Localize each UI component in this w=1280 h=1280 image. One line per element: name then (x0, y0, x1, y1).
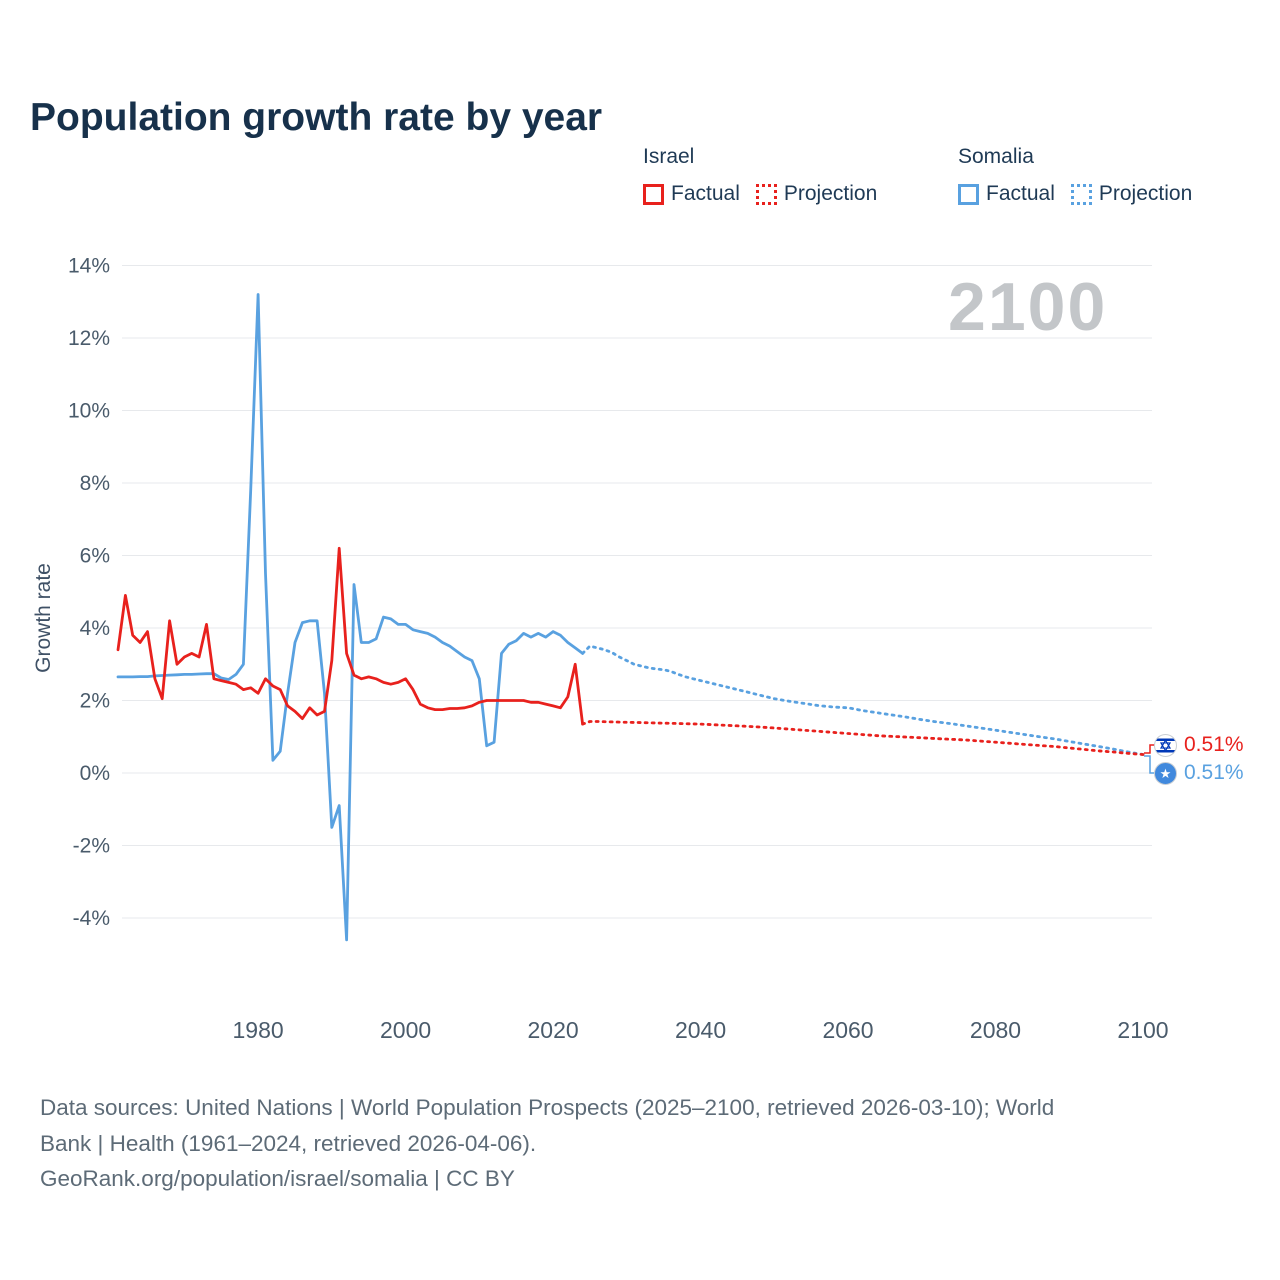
series-somalia-projection (581, 644, 1145, 756)
israel-end-value: 0.51% (1184, 733, 1244, 756)
x-tick-label: 2000 (380, 1017, 431, 1043)
footer-sources-line-2: Bank | Health (1961–2024, retrieved 2026… (40, 1130, 537, 1156)
israel-factual-swatch-icon (643, 183, 664, 205)
y-tick-label: -2% (73, 835, 110, 858)
legend-group-somalia: Somalia Factual Projection (958, 145, 1192, 206)
series-israel-factual (116, 546, 584, 726)
x-tick-label: 1980 (233, 1017, 284, 1043)
legend-country-somalia: Somalia (958, 145, 1034, 168)
israel-flag-icon (1154, 733, 1177, 757)
legend-item-israel-factual[interactable]: Factual (643, 182, 740, 206)
y-tick-label: 0% (80, 762, 110, 785)
watermark-year: 2100 (948, 269, 1108, 345)
israel-endpoint-bracket (1144, 744, 1155, 754)
somalia-factual-swatch-icon (958, 183, 979, 205)
y-tick-label: 2% (80, 690, 110, 713)
x-tick-label: 2040 (675, 1017, 726, 1043)
somalia-end-value: 0.51% (1184, 761, 1244, 784)
legend-country-israel: Israel (643, 145, 695, 168)
legend-item-label: Factual (986, 182, 1055, 205)
legend-item-somalia-factual[interactable]: Factual (958, 182, 1055, 206)
footer-attribution: GeoRank.org/population/israel/somalia | … (40, 1166, 515, 1192)
y-tick-label: 8% (80, 472, 110, 495)
israel-projection-swatch-icon (755, 183, 777, 205)
x-tick-label: 2100 (1117, 1017, 1168, 1043)
y-tick-label: 6% (80, 545, 110, 568)
series-israel-projection (581, 720, 1145, 756)
somalia-end-label: ★ 0.51% (1154, 761, 1244, 785)
legend-group-israel: Israel Factual Projection (643, 145, 877, 206)
somalia-endpoint-bracket (1144, 755, 1155, 774)
series-somalia-factual (116, 293, 584, 942)
somalia-flag-icon: ★ (1154, 761, 1177, 785)
footer: Data sources: United Nations | World Pop… (40, 1090, 1240, 1197)
y-tick-label: 10% (68, 400, 110, 423)
legend-item-label: Projection (783, 182, 878, 205)
legend-item-label: Factual (671, 182, 740, 205)
y-tick-label: -4% (73, 907, 110, 930)
legend-item-somalia-projection[interactable]: Projection (1070, 182, 1193, 206)
y-tick-label: 14% (68, 255, 110, 278)
israel-end-label: 0.51% (1154, 733, 1244, 757)
footer-sources-line-1: Data sources: United Nations | World Pop… (40, 1095, 1055, 1120)
page-title: Population growth rate by year (30, 96, 603, 140)
x-tick-label: 2060 (822, 1017, 873, 1043)
x-tick-label: 2020 (527, 1017, 578, 1043)
y-tick-label: 4% (80, 617, 110, 640)
somalia-projection-swatch-icon (1070, 183, 1092, 205)
legend-item-label: Projection (1098, 182, 1193, 205)
y-tick-label: 12% (68, 327, 110, 350)
x-tick-label: 2080 (970, 1017, 1021, 1043)
legend-item-israel-projection[interactable]: Projection (755, 182, 878, 206)
